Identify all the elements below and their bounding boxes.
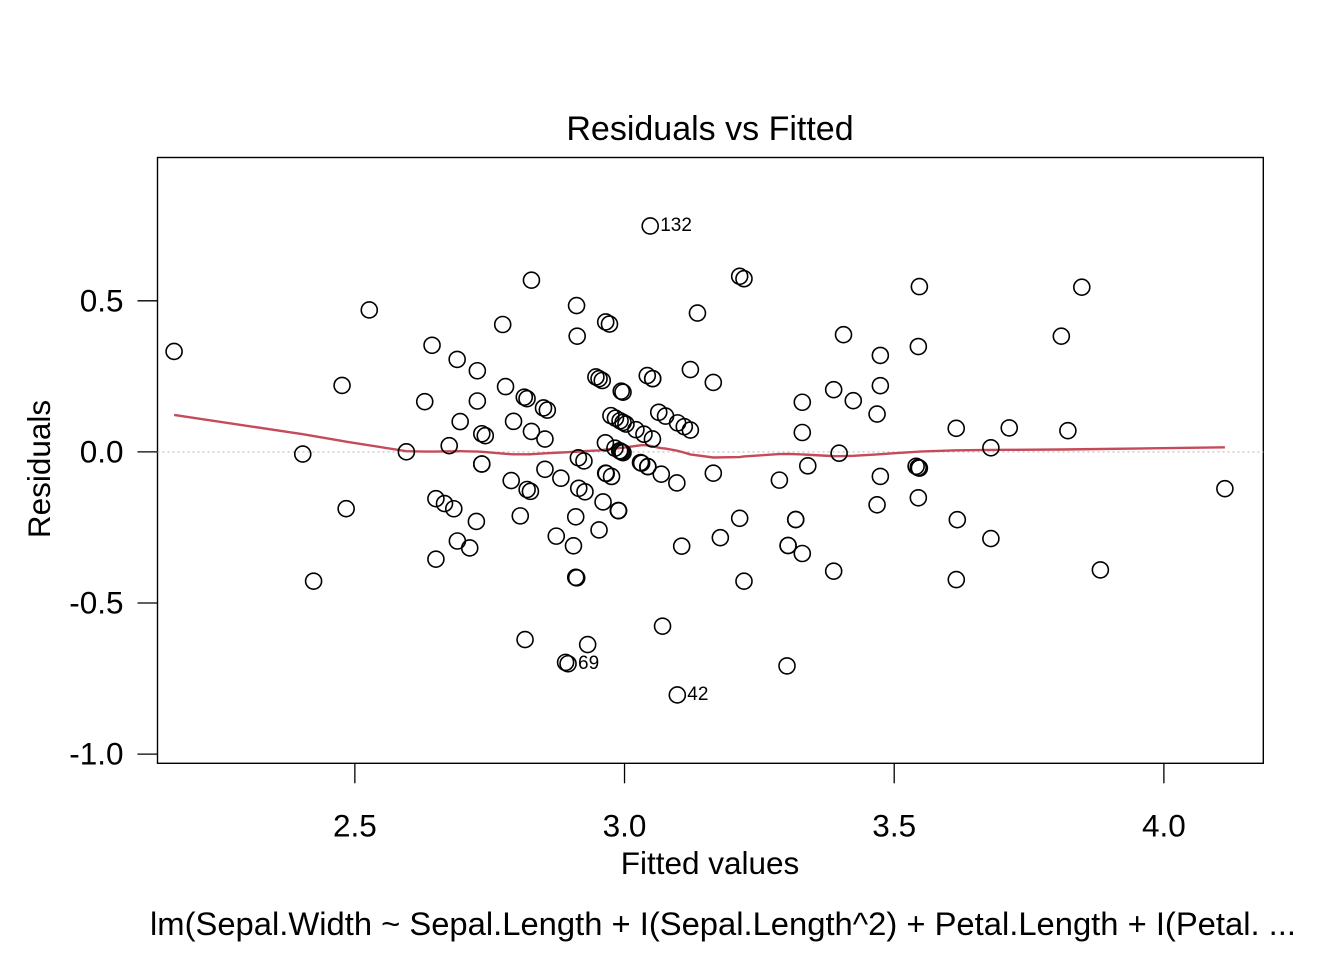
- svg-text:-0.5: -0.5: [69, 585, 123, 621]
- svg-text:Fitted values: Fitted values: [621, 845, 800, 881]
- svg-text:132: 132: [660, 215, 692, 236]
- svg-text:3.0: 3.0: [603, 807, 647, 843]
- svg-text:4.0: 4.0: [1142, 807, 1186, 843]
- svg-text:Residuals vs Fitted: Residuals vs Fitted: [566, 110, 853, 148]
- svg-text:69: 69: [578, 653, 599, 674]
- svg-text:-1.0: -1.0: [69, 736, 123, 772]
- svg-text:2.5: 2.5: [333, 807, 377, 843]
- svg-text:Residuals: Residuals: [21, 400, 57, 538]
- svg-text:0.0: 0.0: [80, 433, 124, 469]
- svg-text:3.5: 3.5: [872, 807, 916, 843]
- svg-text:0.5: 0.5: [80, 282, 124, 318]
- svg-text:lm(Sepal.Width ~ Sepal.Length: lm(Sepal.Width ~ Sepal.Length + I(Sepal.…: [150, 905, 1296, 942]
- svg-text:42: 42: [687, 684, 708, 705]
